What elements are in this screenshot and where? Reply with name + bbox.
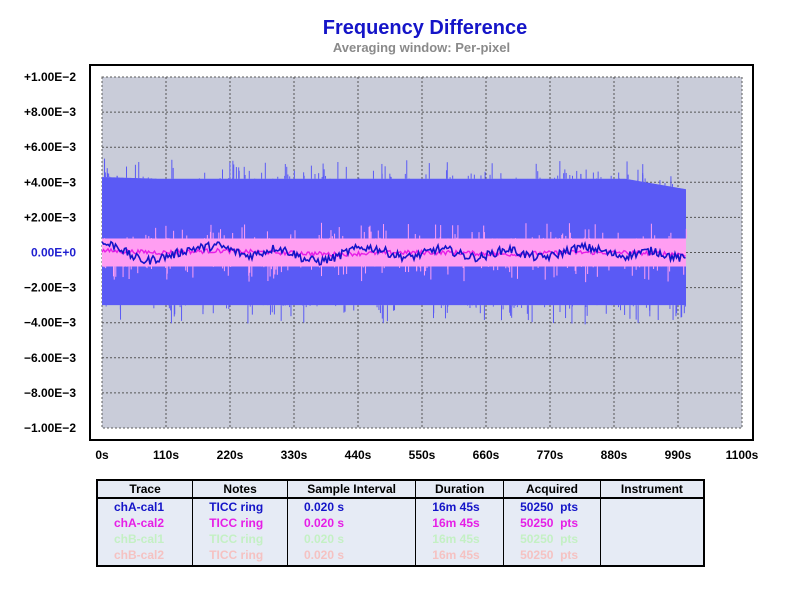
y-tick-label: +1.00E−2 bbox=[24, 70, 76, 84]
header-sample-interval: Sample Interval bbox=[286, 479, 417, 499]
y-tick-label: +8.00E−3 bbox=[24, 105, 76, 119]
x-tick-label: 770s bbox=[537, 448, 564, 462]
table-cell: 0.020 s bbox=[286, 547, 417, 566]
y-tick-label: +2.00E−3 bbox=[24, 210, 76, 224]
x-tick-label: 0s bbox=[95, 448, 109, 462]
table-cell: chB-cal2 bbox=[96, 547, 194, 566]
table-cell: 16m 45s bbox=[415, 547, 505, 566]
x-tick-label: 990s bbox=[665, 448, 692, 462]
trace-info-table: Trace Notes Sample Interval Duration Acq… bbox=[96, 479, 705, 567]
table-cell: 50250 pts bbox=[503, 547, 601, 566]
y-tick-label: +6.00E−3 bbox=[24, 140, 76, 154]
x-tick-label: 440s bbox=[345, 448, 372, 462]
table-cell bbox=[599, 498, 705, 515]
table-cell: TICC ring bbox=[192, 515, 288, 531]
y-tick-label: 0.00E+0 bbox=[31, 246, 76, 260]
table-cell bbox=[599, 547, 705, 566]
table-row: chB-cal2 TICC ring 0.020 s 16m 45s 50250 pts bbox=[96, 547, 705, 566]
table-cell: 16m 45s bbox=[415, 531, 505, 547]
header-notes: Notes bbox=[192, 479, 288, 499]
table-header-row: Trace Notes Sample Interval Duration Acq… bbox=[96, 479, 705, 499]
table-cell: 50250 pts bbox=[503, 531, 601, 547]
table-cell: 16m 45s bbox=[415, 498, 505, 515]
series-chA-cal1-line bbox=[101, 240, 686, 266]
table-cell: TICC ring bbox=[192, 547, 288, 566]
x-tick-label: 660s bbox=[473, 448, 500, 462]
x-tick-label: 220s bbox=[217, 448, 244, 462]
y-tick-label: −8.00E−3 bbox=[24, 386, 76, 400]
x-tick-label: 1100s bbox=[726, 448, 759, 462]
chart-subtitle: Averaging window: Per-pixel bbox=[332, 40, 511, 55]
x-tick-label: 880s bbox=[601, 448, 628, 462]
y-tick-label: −4.00E−3 bbox=[24, 316, 76, 330]
header-trace: Trace bbox=[96, 479, 194, 499]
table-cell: chB-cal1 bbox=[96, 531, 194, 547]
x-tick-label: 330s bbox=[281, 448, 308, 462]
table-cell: 50250 pts bbox=[503, 515, 601, 531]
y-tick-label: −6.00E−3 bbox=[24, 351, 76, 365]
table-cell: chA-cal2 bbox=[96, 515, 194, 531]
table-cell: 0.020 s bbox=[286, 531, 417, 547]
table-cell: 0.020 s bbox=[286, 498, 417, 515]
x-tick-label: 550s bbox=[409, 448, 436, 462]
x-tick-label: 110s bbox=[153, 448, 179, 462]
table-row: chB-cal1 TICC ring 0.020 s 16m 45s 50250 pts bbox=[96, 531, 705, 547]
table-cell: TICC ring bbox=[192, 498, 288, 515]
table-cell: 0.020 s bbox=[286, 515, 417, 531]
table-row: chA-cal2 TICC ring 0.020 s 16m 45s 50250 pts bbox=[96, 515, 705, 531]
y-tick-label: −2.00E−3 bbox=[24, 281, 76, 295]
table-cell: 50250 pts bbox=[503, 498, 601, 515]
header-acquired: Acquired bbox=[503, 479, 601, 499]
table-cell bbox=[599, 531, 705, 547]
frequency-chart: +1.00E−2 +8.00E−3 +6.00E−3 +4.00E−3 +2.00E−3… bbox=[24, 70, 759, 462]
table-cell: TICC ring bbox=[192, 531, 288, 547]
table-row: chA-cal1 TICC ring 0.020 s 16m 45s 50250 pts bbox=[96, 498, 705, 515]
header-duration: Duration bbox=[415, 479, 505, 499]
table-cell: chA-cal1 bbox=[96, 498, 194, 515]
y-tick-label: −1.00E−2 bbox=[24, 421, 76, 435]
chart-title: Frequency Difference bbox=[322, 17, 528, 39]
table-cell bbox=[599, 515, 705, 531]
table-cell: 16m 45s bbox=[415, 515, 505, 531]
y-tick-label: +4.00E−3 bbox=[24, 175, 76, 189]
header-instrument: Instrument bbox=[599, 479, 705, 499]
